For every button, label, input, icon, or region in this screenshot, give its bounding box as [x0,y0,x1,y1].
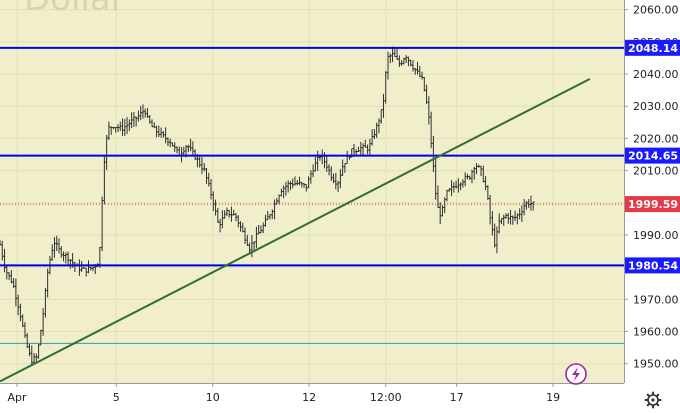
x-tick-label: 19 [546,391,560,404]
level-1980-label-bg [625,257,680,274]
x-tick-label: Apr [8,391,28,404]
level-2048-label-bg [625,39,680,56]
x-tick-label: 12:00 [370,391,402,404]
level-2014-label: 2014.65 [628,150,678,163]
y-tick-label: 1990.00 [633,229,679,242]
y-tick-label: 2060.00 [633,4,679,17]
chart-watermark: Dollar [24,0,125,19]
trend-line-layer [0,77,591,383]
level-2014-label-bg [625,147,680,164]
price-labels-layer: 2048.14 2014.65 1980.54 1999.59 [625,39,680,274]
plot-background [0,0,624,383]
y-tick-label: 2040.00 [633,68,679,81]
level-1980-label: 1980.54 [628,259,678,272]
lightning-bolt-icon[interactable] [565,363,587,385]
time-axis-ticks: Apr 5 10 12 12:00 17 19 [8,383,560,404]
grid-lines [0,0,624,383]
x-tick-label: 5 [113,391,120,404]
y-tick-label: 1950.00 [633,358,679,371]
horizontal-levels-layer [0,46,624,267]
trend-line[interactable] [0,77,591,383]
y-tick-label: 2010.00 [633,165,679,178]
x-tick-label: 10 [206,391,220,404]
current-price-label: 1999.59 [628,198,678,211]
current-price-label-bg [625,196,680,213]
y-tick-label: 2020.00 [633,132,679,145]
x-tick-label: 17 [450,391,464,404]
y-tick-label: 1960.00 [633,326,679,339]
y-tick-label: 2030.00 [633,100,679,113]
level-2048-label: 2048.14 [628,42,678,55]
time-axis-background [0,383,680,413]
candles-layer [0,46,535,365]
reference-line-layer [0,203,624,344]
x-tick-label: 12 [302,391,316,404]
gear-icon[interactable] [644,391,662,409]
y-tick-label: 1970.00 [633,293,679,306]
